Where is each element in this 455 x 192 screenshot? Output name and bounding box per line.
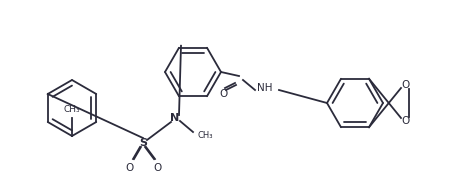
- Text: S: S: [139, 138, 147, 148]
- Text: O: O: [126, 163, 134, 173]
- Text: O: O: [219, 89, 227, 99]
- Text: O: O: [401, 116, 409, 126]
- Text: N: N: [170, 113, 180, 123]
- Text: O: O: [401, 80, 409, 90]
- Text: CH₃: CH₃: [197, 132, 212, 141]
- Text: CH₃: CH₃: [64, 105, 81, 114]
- Text: NH: NH: [257, 83, 273, 93]
- Text: O: O: [154, 163, 162, 173]
